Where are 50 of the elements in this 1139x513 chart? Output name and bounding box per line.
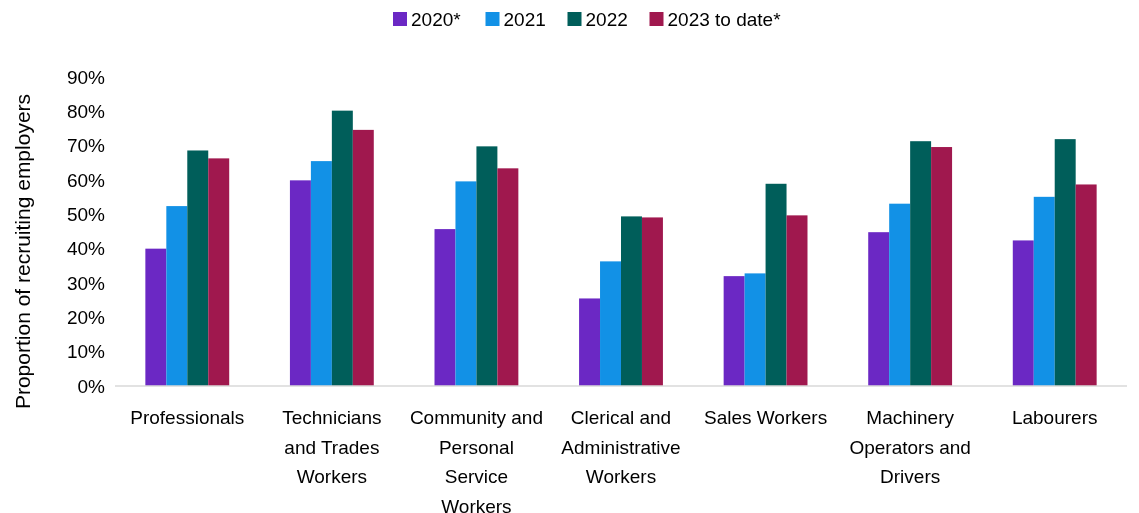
y-tick-label: 0% xyxy=(77,375,106,397)
bar xyxy=(1054,139,1076,386)
bar xyxy=(931,147,953,386)
y-tick-label: 10% xyxy=(66,341,106,363)
x-tick-label: Community and Personal Service Workers xyxy=(409,407,543,513)
bar xyxy=(786,215,808,386)
y-tick-label: 20% xyxy=(66,306,106,328)
y-tick-label: 70% xyxy=(66,135,106,157)
x-tick-label: Machinery Operators and Drivers xyxy=(849,407,971,487)
bar xyxy=(208,158,230,386)
bar xyxy=(1033,196,1055,386)
bar xyxy=(310,161,332,386)
y-tick-label: 50% xyxy=(66,203,106,225)
y-tick-label: 80% xyxy=(66,100,106,122)
bar xyxy=(765,183,787,386)
bar xyxy=(1012,240,1034,386)
bar xyxy=(476,146,498,386)
bar xyxy=(455,181,477,386)
x-tick-label: Sales Workers xyxy=(703,407,828,428)
bar xyxy=(497,168,519,386)
legend-label: 2020* xyxy=(411,9,462,30)
bar xyxy=(289,180,311,386)
legend-label: 2022 xyxy=(585,9,628,30)
y-tick-label: 60% xyxy=(66,169,106,191)
bar xyxy=(352,129,374,386)
bar xyxy=(910,141,932,386)
x-tick-label: Professionals xyxy=(130,407,245,428)
bar xyxy=(434,229,456,386)
legend-label: 2021 xyxy=(503,9,546,30)
y-axis-title: Proportion of recruiting employers xyxy=(11,93,34,410)
y-tick-label: 40% xyxy=(66,238,106,260)
x-tick-label: Technicians and Trades Workers xyxy=(282,407,382,487)
bar xyxy=(641,217,663,386)
bar xyxy=(868,232,890,386)
bar xyxy=(1075,184,1097,386)
bar xyxy=(187,150,209,386)
bar xyxy=(331,110,353,386)
legend-label: 2023 to date* xyxy=(667,9,782,30)
bar xyxy=(600,261,621,386)
x-tick-label: Labourers xyxy=(1011,407,1098,428)
bar xyxy=(889,203,911,386)
bar xyxy=(723,276,745,386)
bar xyxy=(579,298,601,386)
bar xyxy=(744,273,766,386)
y-tick-label: 90% xyxy=(66,66,106,88)
bar xyxy=(166,206,188,386)
x-tick-label: Clerical and Administrative Workers xyxy=(561,407,681,487)
y-tick-label: 30% xyxy=(66,272,106,294)
bar xyxy=(145,248,167,386)
bar xyxy=(621,216,642,386)
